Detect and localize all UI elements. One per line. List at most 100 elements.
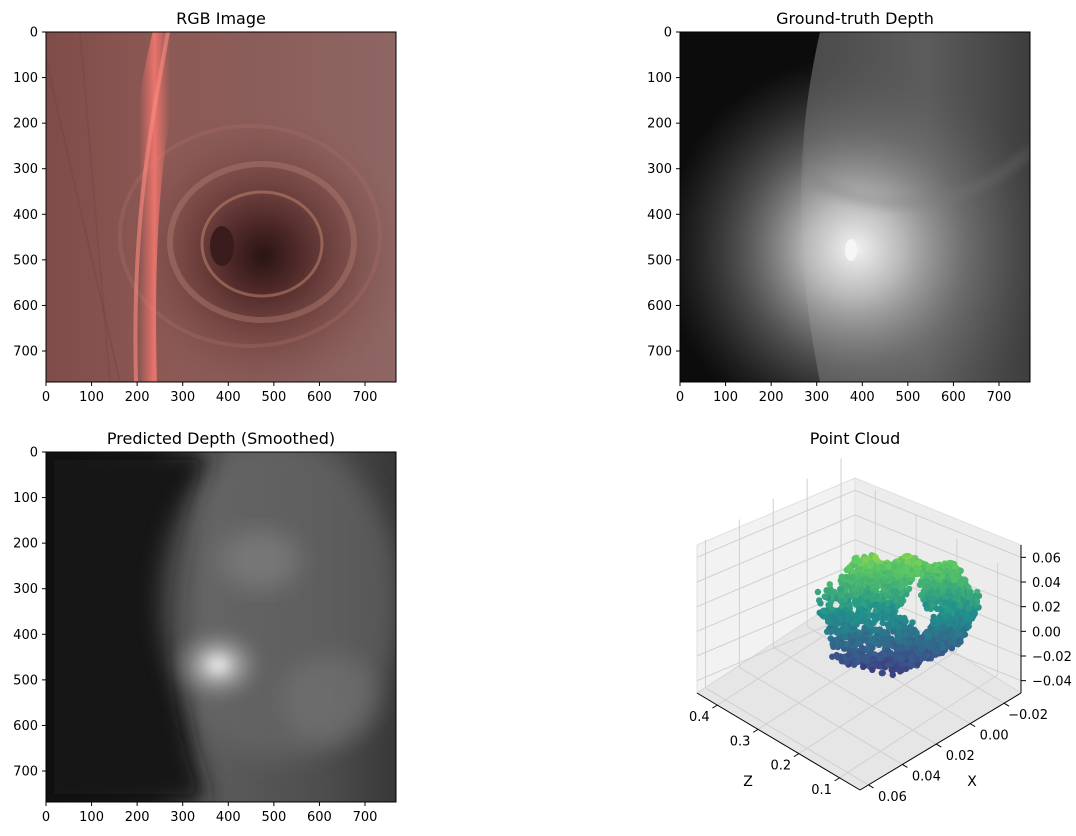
point (814, 588, 822, 596)
point (879, 564, 886, 571)
point (829, 589, 836, 596)
point (838, 598, 845, 605)
point (946, 601, 954, 608)
x-tick-label: 400 (216, 390, 241, 405)
point (816, 597, 823, 604)
rgb-image-y-ticks: 0 100 200 300 400 500 600 700 (13, 26, 46, 360)
pred-depth-title: Predicted Depth (Smoothed) (107, 429, 335, 448)
y-tick-label: 600 (647, 299, 672, 314)
point (926, 590, 933, 597)
point (947, 631, 955, 638)
point (820, 607, 827, 614)
point (879, 669, 886, 677)
point (853, 597, 860, 605)
pred-depth-panel: Predicted Depth (Smoothed) 0 100 200 300 400… (13, 429, 397, 825)
point (827, 628, 835, 636)
z-axis-label: Z (743, 774, 753, 790)
point (926, 633, 933, 640)
point-cloud-ticks: 0.4 0.3 0.2 0.1 −0.02 0.00 0.02 0.04 0.06 −0.04 −0… (689, 551, 1072, 805)
point (882, 637, 889, 644)
pred-depth-frame (45, 451, 397, 803)
x-tick-label: 200 (759, 390, 784, 405)
x-tick-label: 200 (125, 810, 150, 825)
point (867, 559, 875, 566)
point (908, 653, 915, 661)
point (940, 624, 947, 631)
x-tick-label: 0 (42, 390, 50, 405)
rgb-image-x-ticks: 0 100 200 300 400 500 600 700 (42, 382, 377, 405)
y-tick-label: 400 (647, 208, 672, 223)
point (841, 628, 849, 635)
x-tick-label: 0.04 (912, 769, 941, 784)
x-tick-label: 100 (713, 390, 738, 405)
rgb-image-raster (46, 32, 396, 382)
point (929, 601, 936, 609)
point (930, 620, 937, 627)
point (892, 582, 899, 589)
point (837, 653, 844, 660)
point (821, 593, 828, 600)
point (899, 644, 906, 651)
gt-depth-panel: Ground-truth Depth 0 100 200 300 400 500 600 70… (647, 9, 1031, 405)
rgb-image-frame (45, 31, 397, 383)
y-tick-label: 0 (30, 26, 38, 41)
y-tick-label: 700 (647, 345, 672, 360)
point (967, 592, 974, 600)
point (897, 599, 904, 606)
point (879, 619, 886, 627)
point (872, 554, 879, 561)
point (872, 607, 879, 615)
z-tick-label: 0.2 (771, 759, 792, 774)
point (924, 584, 931, 591)
point-cloud-panel: Point Cloud 0.4 0.3 0.2 0.1 −0.02 0.00 0.02 0.0… (689, 429, 1072, 805)
point (906, 625, 914, 632)
point (861, 636, 869, 643)
point (826, 581, 833, 588)
y-tick-label: 300 (647, 162, 672, 177)
point (838, 610, 845, 617)
point (854, 657, 862, 665)
point (851, 586, 858, 593)
y-tick-label: 500 (647, 253, 672, 268)
gt-depth-x-ticks: 0 100 200 300 400 500 600 700 (676, 382, 1011, 405)
x-tick-label: 300 (170, 810, 195, 825)
vertical-tick-label: −0.04 (1032, 675, 1072, 690)
x-tick-label: 700 (353, 810, 378, 825)
point (861, 625, 868, 632)
point (885, 621, 893, 628)
x-tick-label: 500 (261, 390, 286, 405)
y-tick-label: 0 (30, 446, 38, 461)
y-tick-label: 700 (13, 345, 38, 360)
x-tick-label: 600 (307, 390, 332, 405)
point (889, 671, 896, 679)
y-tick-label: 700 (13, 765, 38, 780)
point (923, 639, 930, 647)
point (864, 589, 872, 596)
rgb-image-panel: RGB Image 0 100 200 300 400 500 600 700 0 100 200… (13, 9, 397, 405)
y-tick-label: 400 (13, 208, 38, 223)
y-tick-label: 200 (13, 537, 38, 552)
x-tick-label: 300 (170, 390, 195, 405)
x-tick-label: 0.02 (946, 749, 975, 764)
point (838, 573, 845, 580)
vertical-tick-label: 0.06 (1032, 551, 1061, 566)
y-tick-label: 200 (13, 117, 38, 132)
point (872, 615, 880, 622)
point (890, 587, 897, 595)
rgb-image-title: RGB Image (176, 9, 266, 28)
x-tick-label: 0 (676, 390, 684, 405)
z-tick-label: 0.3 (730, 734, 751, 749)
point (897, 655, 905, 663)
point (863, 645, 871, 652)
point (912, 564, 920, 572)
point (930, 595, 938, 602)
x-tick-label: 0.06 (878, 790, 907, 805)
point (870, 655, 877, 663)
point (898, 666, 906, 673)
point (869, 666, 876, 673)
x-tick-label: 100 (79, 390, 104, 405)
point (830, 643, 837, 650)
point (843, 573, 850, 581)
point (843, 659, 850, 666)
x-tick-label: 200 (125, 390, 150, 405)
